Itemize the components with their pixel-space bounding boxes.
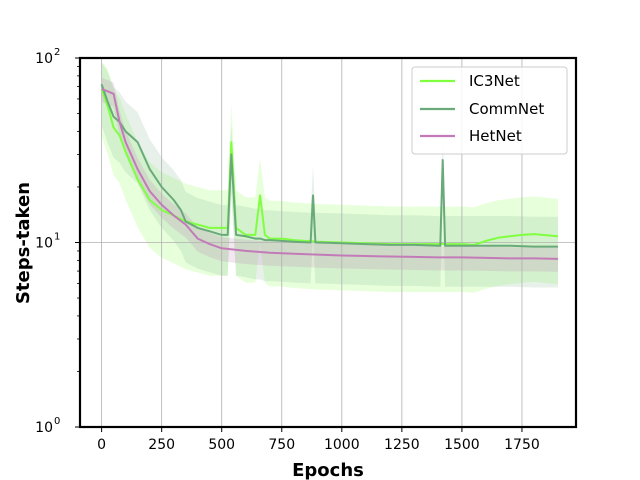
y-tick-exp-1: 0 xyxy=(54,416,60,427)
y-tick-exp-10: 1 xyxy=(54,232,60,243)
legend-box xyxy=(411,66,568,155)
y-tick-label-10: 10 xyxy=(35,236,53,252)
x-tick-label-250: 250 xyxy=(148,437,175,453)
x-tick-label-1250: 1250 xyxy=(384,437,420,453)
x-tick-label-0: 0 xyxy=(97,437,106,453)
legend-label-commnet: CommNet xyxy=(469,100,544,118)
x-tick-label-1000: 1000 xyxy=(324,437,360,453)
series-line-hetnet xyxy=(101,87,559,260)
x-axis-ticks: 0 250 500 750 1000 1250 1500 1750 xyxy=(97,427,540,453)
y-axis-label: Steps-taken xyxy=(13,182,34,304)
y-tick-label-100: 10 xyxy=(35,51,53,67)
x-tick-label-500: 500 xyxy=(208,437,235,453)
series-lines xyxy=(100,83,559,260)
x-tick-label-1750: 1750 xyxy=(504,437,540,453)
y-tick-label-1: 10 xyxy=(35,420,53,436)
x-tick-label-1500: 1500 xyxy=(444,437,480,453)
x-axis-label: Epochs xyxy=(292,460,364,480)
legend: IC3Net CommNet HetNet xyxy=(411,66,568,155)
legend-label-hetnet: HetNet xyxy=(469,127,522,145)
band-hetnet xyxy=(101,77,558,272)
y-tick-exp-100: 2 xyxy=(54,47,60,58)
legend-label-ic3net: IC3Net xyxy=(469,72,520,90)
series-line-commnet xyxy=(100,83,558,248)
x-tick-label-750: 750 xyxy=(268,437,295,453)
